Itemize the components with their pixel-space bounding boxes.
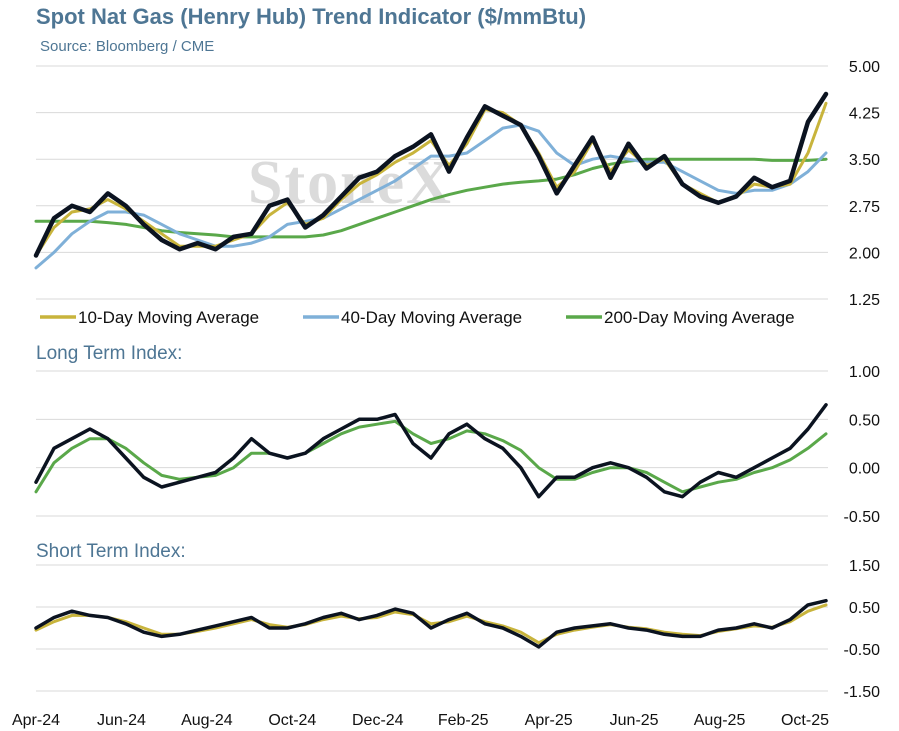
page-subtitle: Source: Bloomberg / CME — [40, 38, 215, 55]
short-ytick-label: -0.50 — [844, 642, 881, 659]
short-yticks: 1.50 0.50 -0.50 -1.50 — [844, 558, 881, 701]
long-term-title: Long Term Index: — [36, 343, 182, 364]
x-tick-label: Aug-24 — [181, 712, 233, 729]
short-ytick-label: 1.50 — [849, 558, 880, 575]
price-ytick-label: 4.25 — [849, 106, 880, 123]
price-ytick-label: 3.50 — [849, 152, 880, 169]
price-ytick-label: 2.00 — [849, 245, 880, 262]
x-tick-label: Oct-24 — [268, 712, 316, 729]
x-tick-label: Apr-24 — [12, 712, 60, 729]
short-term-title: Short Term Index: — [36, 541, 186, 562]
long-series-long-term-index — [34, 403, 828, 499]
long-ytick-label: -0.50 — [844, 509, 881, 526]
price-ytick-label: 2.75 — [849, 199, 880, 216]
x-tick-label: Jun-24 — [97, 712, 146, 729]
x-tick-label: Jun-25 — [610, 712, 659, 729]
short-series-short-term-index — [34, 598, 828, 649]
price-series-spot — [33, 91, 829, 258]
x-tick-label: Aug-25 — [694, 712, 746, 729]
x-tick-label: Oct-25 — [781, 712, 829, 729]
price-series-40-day-moving-average — [34, 123, 828, 270]
long-ytick-label: 0.00 — [849, 461, 880, 478]
long-ytick-label: 0.50 — [849, 412, 880, 429]
price-lines — [33, 91, 829, 270]
short-grid — [36, 564, 828, 692]
legend-label-ma200: 200-Day Moving Average — [604, 308, 795, 327]
price-ytick-label: 5.00 — [849, 59, 880, 76]
price-yticks: 5.00 4.25 3.50 2.75 2.00 1.25 — [849, 59, 880, 309]
x-axis: Apr-24 Jun-24 Aug-24 Oct-24 Dec-24 Feb-25 Apr-… — [12, 712, 829, 729]
x-tick-label: Feb-25 — [438, 712, 489, 729]
x-tick-label: Apr-25 — [525, 712, 573, 729]
short-series-short-term-signal — [34, 603, 828, 645]
price-ytick-label: 1.25 — [849, 292, 880, 309]
short-ytick-label: -1.50 — [844, 684, 881, 701]
long-grid — [36, 370, 828, 517]
page-title: Spot Nat Gas (Henry Hub) Trend Indicator… — [36, 4, 587, 29]
short-lines — [34, 598, 828, 649]
price-series-200-day-moving-average — [34, 157, 828, 239]
legend: 10-Day Moving Average 40-Day Moving Aver… — [40, 308, 795, 327]
price-grid — [36, 65, 828, 300]
long-yticks: 1.00 0.50 0.00 -0.50 — [844, 364, 881, 526]
long-lines — [34, 403, 828, 499]
legend-label-ma10: 10-Day Moving Average — [78, 308, 259, 327]
legend-label-ma40: 40-Day Moving Average — [341, 308, 522, 327]
x-tick-label: Dec-24 — [352, 712, 404, 729]
long-ytick-label: 1.00 — [849, 364, 880, 381]
short-ytick-label: 0.50 — [849, 600, 880, 617]
